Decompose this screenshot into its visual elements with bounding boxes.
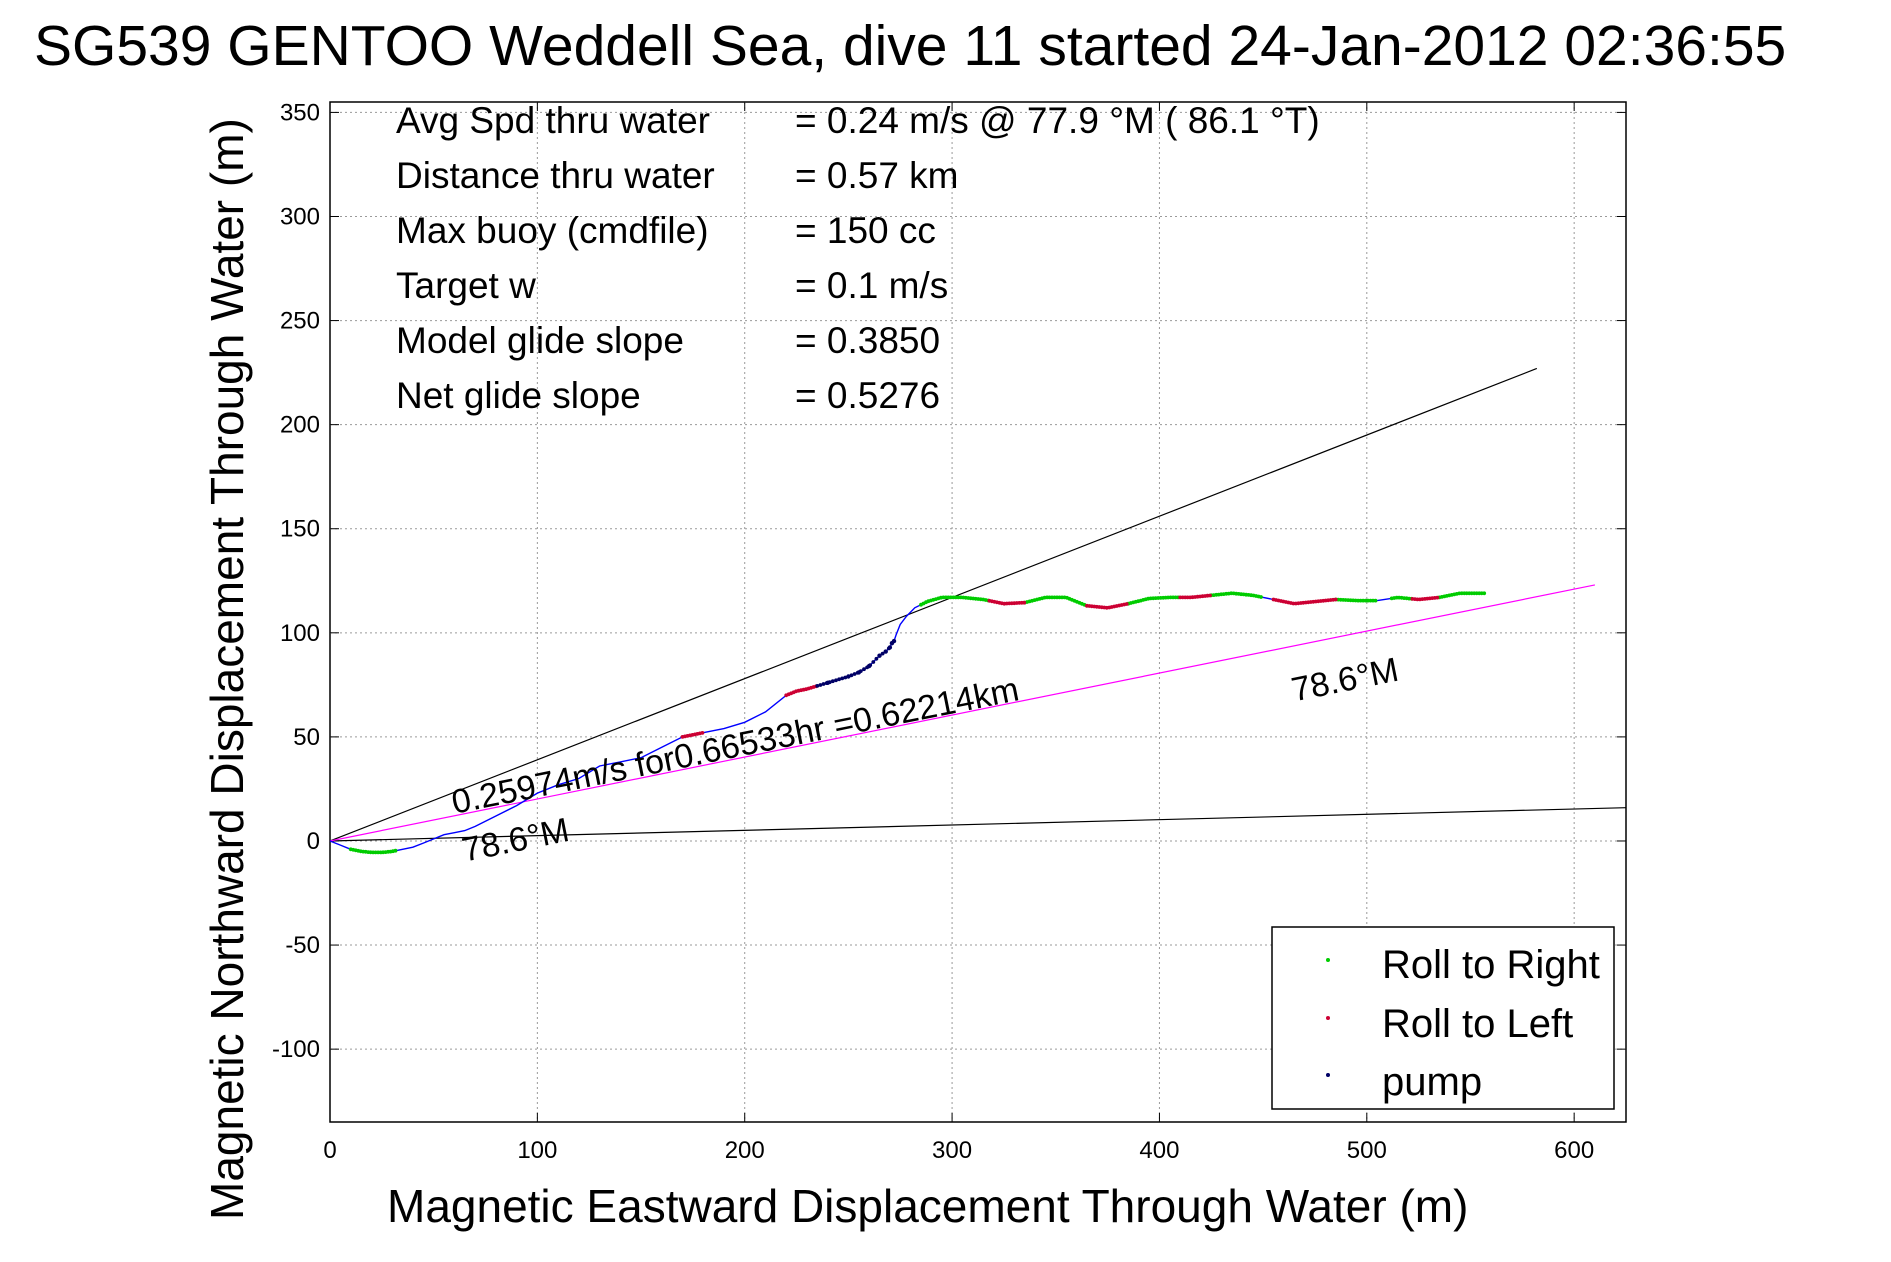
pump-point — [840, 676, 845, 681]
legend-marker-pump — [1326, 1073, 1330, 1077]
x-tick-label: 400 — [1139, 1137, 1179, 1164]
x-tick-label: 0 — [323, 1137, 336, 1164]
legend-label-roll-right: Roll to Right — [1382, 943, 1600, 987]
pump-point — [834, 678, 838, 683]
stat-value: = 0.57 km — [795, 155, 959, 196]
reference-line — [329, 807, 1627, 842]
pump-point — [858, 669, 863, 673]
y-tick-label: 250 — [280, 308, 320, 335]
pump-point — [862, 667, 866, 672]
roll-left-point — [1333, 597, 1338, 602]
pump-point — [846, 674, 851, 679]
y-tick-label: 300 — [280, 203, 320, 230]
roll-right-point — [1259, 595, 1263, 599]
pump-point — [890, 641, 894, 646]
y-tick-label: 350 — [280, 99, 320, 126]
pump-point — [824, 681, 829, 685]
stat-label: Avg Spd thru water — [396, 100, 710, 141]
roll-left-point — [1124, 602, 1129, 606]
stat-label: Distance thru water — [396, 155, 715, 196]
reference-lines — [329, 367, 1627, 842]
roll-right-point — [1482, 591, 1487, 596]
y-tick-label: 100 — [280, 620, 320, 647]
y-tick-label: -50 — [285, 932, 320, 959]
pump-point — [880, 651, 885, 656]
pump-point — [868, 663, 873, 667]
pump-point — [818, 683, 823, 687]
roll-left-point — [1022, 600, 1027, 605]
stat-value: = 0.3850 — [795, 320, 940, 361]
x-tick-label: 100 — [517, 1137, 557, 1164]
roll-right-point — [393, 848, 398, 853]
stat-label: Max buoy (cmdfile) — [396, 210, 709, 251]
pump-point — [849, 673, 854, 678]
pump-point — [827, 680, 832, 685]
roll-left-point — [1435, 595, 1440, 600]
pump-point — [843, 675, 848, 680]
chart-title: SG539 GENTOO Weddell Sea, dive 11 starte… — [34, 14, 1786, 78]
roll-right-point — [1373, 598, 1378, 603]
y-tick-label: 50 — [293, 724, 320, 751]
x-axis-label: Magnetic Eastward Displacement Through W… — [387, 1180, 1468, 1232]
pump-point — [815, 684, 820, 688]
reference-line — [329, 584, 1596, 842]
pump-point — [877, 653, 882, 658]
pump-point — [886, 646, 891, 651]
stat-label: Target w — [396, 265, 536, 306]
stat-label: Model glide slope — [396, 320, 684, 361]
roll-left-point — [700, 731, 705, 735]
legend-marker-roll-left — [1326, 1016, 1330, 1020]
legend-label-pump: pump — [1382, 1060, 1482, 1104]
pump-point — [830, 679, 835, 684]
roll-left-point — [1208, 593, 1212, 598]
y-tick-label: 0 — [307, 828, 320, 855]
stat-value: = 0.5276 — [795, 375, 940, 416]
axis-ticks: 0 100 200 300 400 500 600350300250200150100500… — [272, 99, 1626, 1164]
y-tick-label: 200 — [280, 412, 320, 439]
x-tick-label: 500 — [1347, 1137, 1387, 1164]
y-tick-label: 150 — [280, 516, 320, 543]
pump-point — [837, 677, 841, 682]
pump-point — [855, 670, 860, 675]
pump-point — [874, 656, 879, 661]
pump-point — [871, 660, 876, 664]
stat-value: = 0.24 m/s @ 77.9 °M ( 86.1 °T) — [795, 100, 1320, 141]
pump-point — [852, 672, 857, 676]
stat-label: Net glide slope — [396, 375, 641, 416]
stat-value: = 0.1 m/s — [795, 265, 948, 306]
y-tick-label: -100 — [272, 1036, 320, 1063]
reference-line — [329, 367, 1538, 842]
x-tick-label: 200 — [725, 1137, 765, 1164]
stat-value: = 150 cc — [795, 210, 936, 251]
x-tick-label: 300 — [932, 1137, 972, 1164]
legend: Roll to Right Roll to Left pump — [1271, 926, 1615, 1110]
legend-label-roll-left: Roll to Left — [1382, 1002, 1573, 1046]
y-axis-label: Magnetic Northward Displacement Through … — [201, 118, 253, 1220]
legend-marker-roll-right — [1326, 958, 1330, 962]
pump-point — [821, 682, 826, 686]
pump-point — [865, 665, 869, 670]
glider-track — [329, 591, 1487, 855]
x-tick-label: 600 — [1554, 1137, 1594, 1164]
pump-point — [883, 649, 888, 654]
dive-stats: Avg Spd thru water = 0.24 m/s @ 77.9 °M (… — [396, 100, 1320, 416]
